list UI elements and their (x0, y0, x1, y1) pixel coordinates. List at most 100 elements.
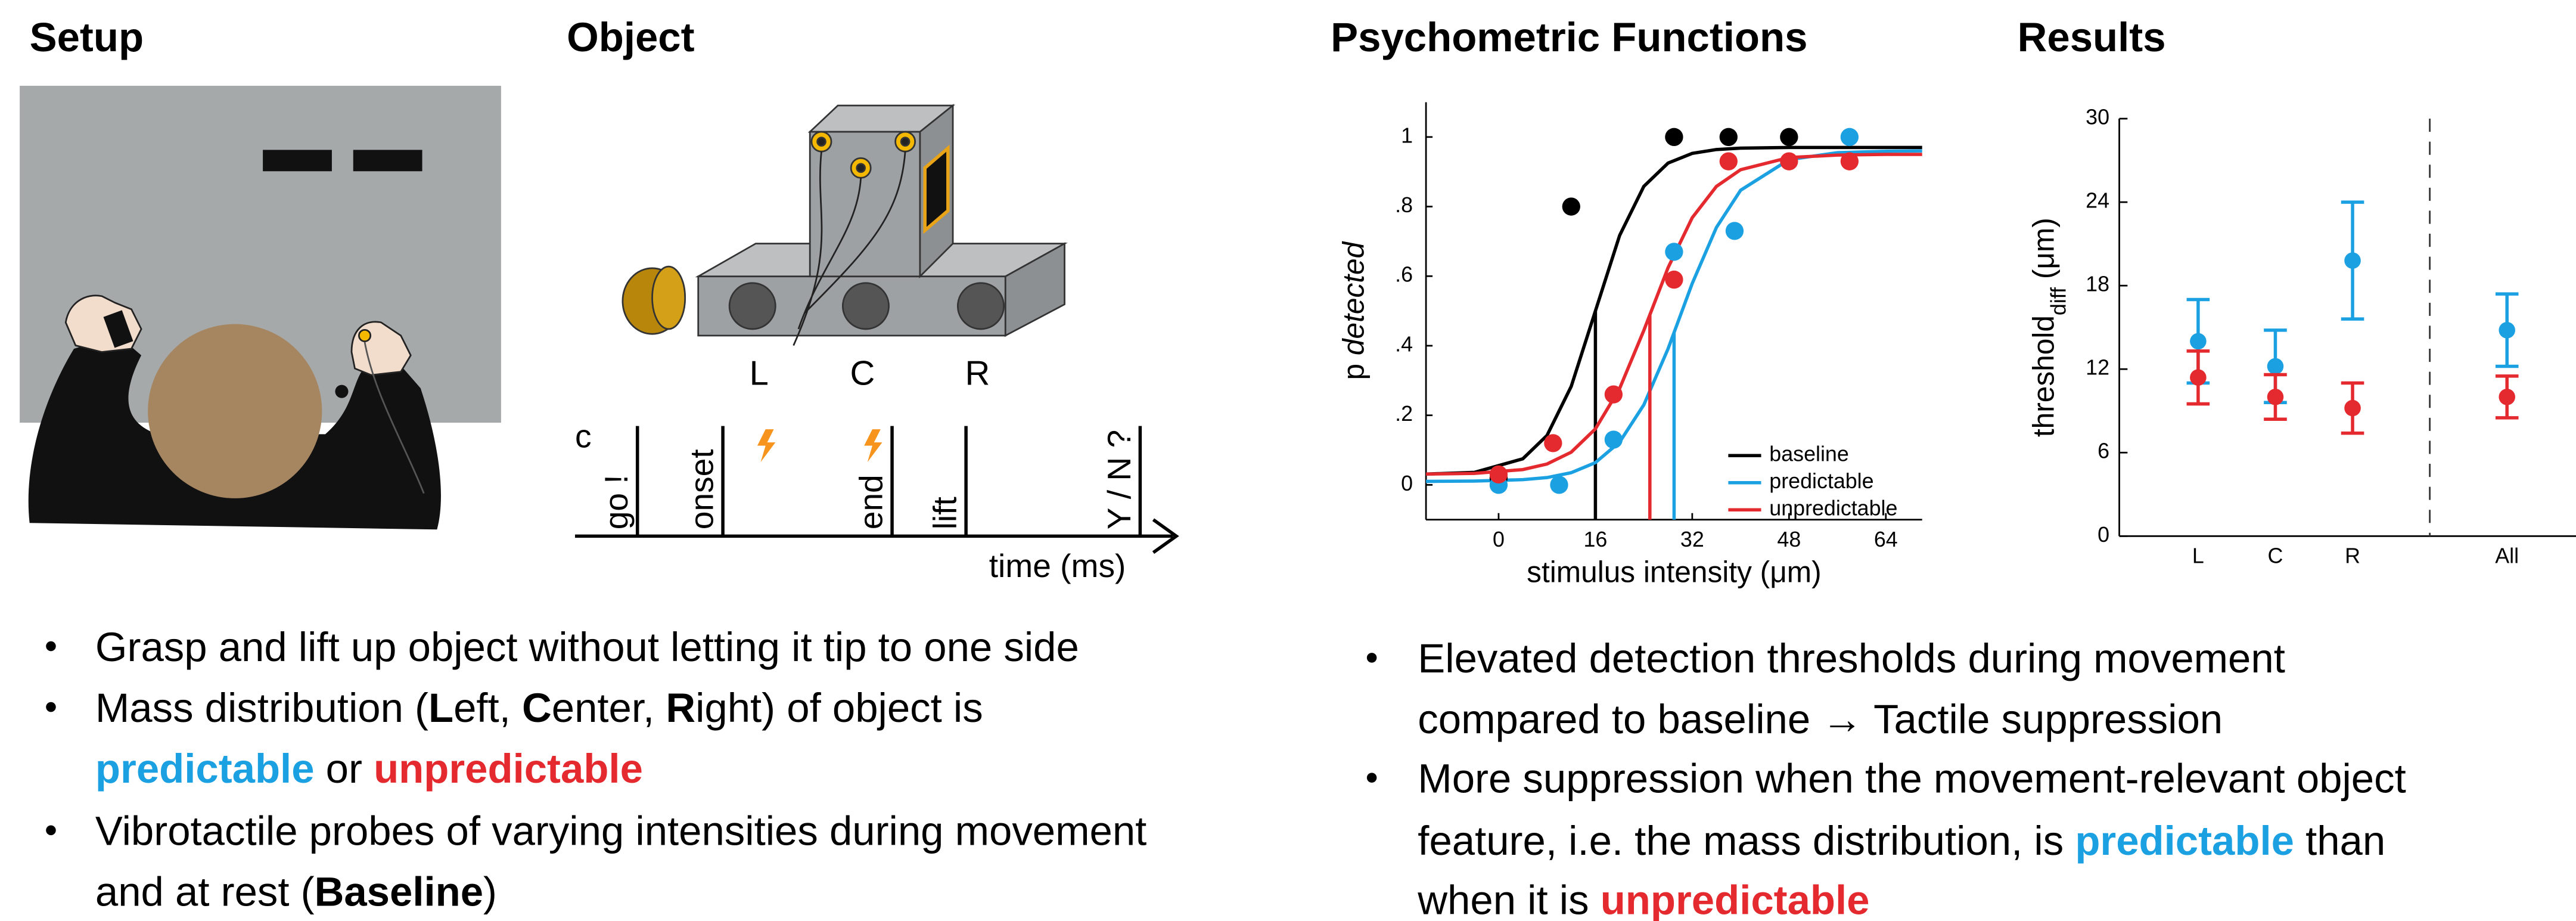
text-run: Elevated detection thresholds during mov… (1418, 635, 2285, 681)
bullet-text: compared to baseline → Tactile suppressi… (1418, 696, 2223, 742)
data-point (1665, 128, 1683, 146)
data-point (1841, 153, 1859, 170)
y-tick-label: 0 (1401, 472, 1413, 495)
object-illustration (623, 106, 1065, 346)
data-point (1550, 476, 1568, 494)
legend-label: unpredictable (1769, 497, 1897, 520)
page: {"sections": ["Setup", "Object"], "objec… (0, 0, 2576, 921)
text-run: than (2294, 818, 2385, 864)
text-run: and at rest ( (95, 869, 315, 915)
bullet-text: when it is unpredictable (1417, 877, 1869, 921)
event-label: Y / N ? (1101, 430, 1138, 530)
x-tick-label: C (2268, 544, 2283, 568)
text-run: Grasp and lift up object without letting… (95, 624, 1079, 670)
data-point (2344, 252, 2361, 269)
y-tick-label: 6 (2098, 439, 2109, 463)
text-run: feature, i.e. the mass distribution, is (1418, 818, 2075, 864)
y-tick-label: .4 (1395, 332, 1413, 356)
x-tick-label: 0 (1493, 528, 1505, 551)
text-run: unpredictable (374, 746, 643, 792)
data-point (2190, 369, 2207, 386)
section-title: Setup (30, 14, 144, 60)
bullet-text: Mass distribution (Left, Center, Right) … (95, 685, 983, 731)
data-point (1544, 434, 1562, 452)
poster: Setup Object L C R (0, 0, 2576, 921)
vibration-icon (864, 429, 882, 462)
data-point (1780, 153, 1798, 170)
setup-illustration (20, 86, 501, 529)
event-label: onset (683, 449, 720, 529)
data-point (2190, 333, 2207, 350)
chart-title: Psychometric Functions (1331, 14, 1807, 60)
y-axis-label: p detected (1337, 241, 1370, 380)
position-label: C (850, 355, 875, 393)
position-label: R (965, 355, 990, 393)
y-tick-label: 24 (2086, 189, 2109, 213)
text-run: C (522, 685, 552, 731)
bullet-text: and at rest (Baseline) (95, 869, 497, 915)
text-run: ) (483, 869, 497, 915)
data-point (1665, 243, 1683, 261)
event-label: go ! (598, 475, 635, 529)
bullet-text: More suppression when the movement-relev… (1418, 755, 2406, 801)
text-run: unpredictable (1601, 877, 1870, 921)
text-run: ight) of object is (695, 685, 983, 731)
y-tick-label: 0 (2098, 523, 2109, 547)
text-run: Mass distribution ( (95, 685, 428, 731)
text-run: detected (1337, 241, 1370, 355)
data-point (1720, 153, 1738, 170)
x-tick-label: 48 (1777, 528, 1801, 551)
data-point (2344, 400, 2361, 417)
y-axis-label: thresholddiff (μm) (2027, 218, 2070, 437)
x-tick-label: 16 (1583, 528, 1607, 551)
event-label: lift (927, 497, 964, 529)
time-label: time (ms) (989, 547, 1126, 584)
bullet-text: Grasp and lift up object without letting… (95, 624, 1079, 670)
text-run: diff (2046, 287, 2070, 315)
data-point (1605, 386, 1623, 404)
data-point (1726, 222, 1744, 240)
bullet-text: Vibrotactile probes of varying intensiti… (95, 808, 1146, 854)
position-label: L (750, 355, 769, 393)
text-run: when it is (1417, 877, 1600, 921)
data-point (1605, 430, 1623, 448)
text-run: R (666, 685, 695, 731)
x-axis-label: stimulus intensity (μm) (1527, 556, 1821, 589)
y-tick-label: .2 (1395, 402, 1413, 426)
bullet-text: Elevated detection thresholds during mov… (1418, 635, 2285, 681)
y-tick-label: 18 (2086, 272, 2109, 296)
text-run: (μm) (2027, 218, 2060, 287)
data-point (2499, 322, 2515, 339)
text-run: compared to baseline → Tactile suppressi… (1418, 696, 2223, 742)
text-run: predictable (2075, 818, 2294, 864)
x-tick-label: R (2345, 544, 2360, 568)
bullets-left (46, 641, 56, 835)
text-run: More suppression when the movement-relev… (1418, 755, 2406, 801)
data-point (2499, 389, 2515, 405)
data-point (1490, 466, 1508, 483)
text-run: p (1337, 355, 1370, 380)
data-point (1665, 271, 1683, 289)
text-run: Baseline (315, 869, 483, 915)
text-run: or (315, 746, 374, 792)
text-run: enter, (552, 685, 666, 731)
text-run: eft, (453, 685, 522, 731)
y-tick-label: 30 (2086, 106, 2109, 129)
data-point (1841, 128, 1859, 146)
y-tick-label: 12 (2086, 356, 2109, 380)
text-run: L (428, 685, 453, 731)
data-point (1720, 128, 1738, 146)
text-run: predictable (95, 746, 315, 792)
x-tick-label: L (2192, 544, 2204, 568)
condition-label: c (575, 417, 592, 454)
x-tick-label: All (2495, 544, 2519, 568)
y-tick-label: .8 (1395, 193, 1413, 217)
bullet-text: predictable or unpredictable (95, 746, 643, 792)
data-point (2267, 389, 2284, 405)
legend-label: baseline (1769, 442, 1848, 466)
x-tick-label: 32 (1680, 528, 1704, 551)
vibration-icon (757, 429, 775, 462)
y-tick-label: 1 (1401, 123, 1413, 147)
event-label: end (853, 475, 890, 529)
text-run: Vibrotactile probes of varying intensiti… (95, 808, 1146, 854)
